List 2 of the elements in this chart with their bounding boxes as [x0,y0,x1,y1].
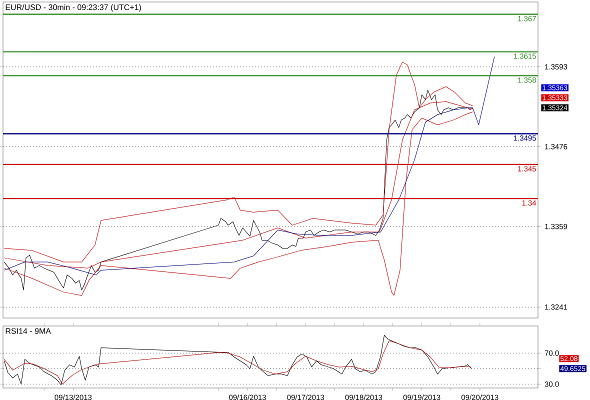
chart-title: EUR/USD - 30min - 09:23:37 (UTC+1) [6,4,141,12]
chart-title: RSI14 - 9MA [6,328,51,334]
